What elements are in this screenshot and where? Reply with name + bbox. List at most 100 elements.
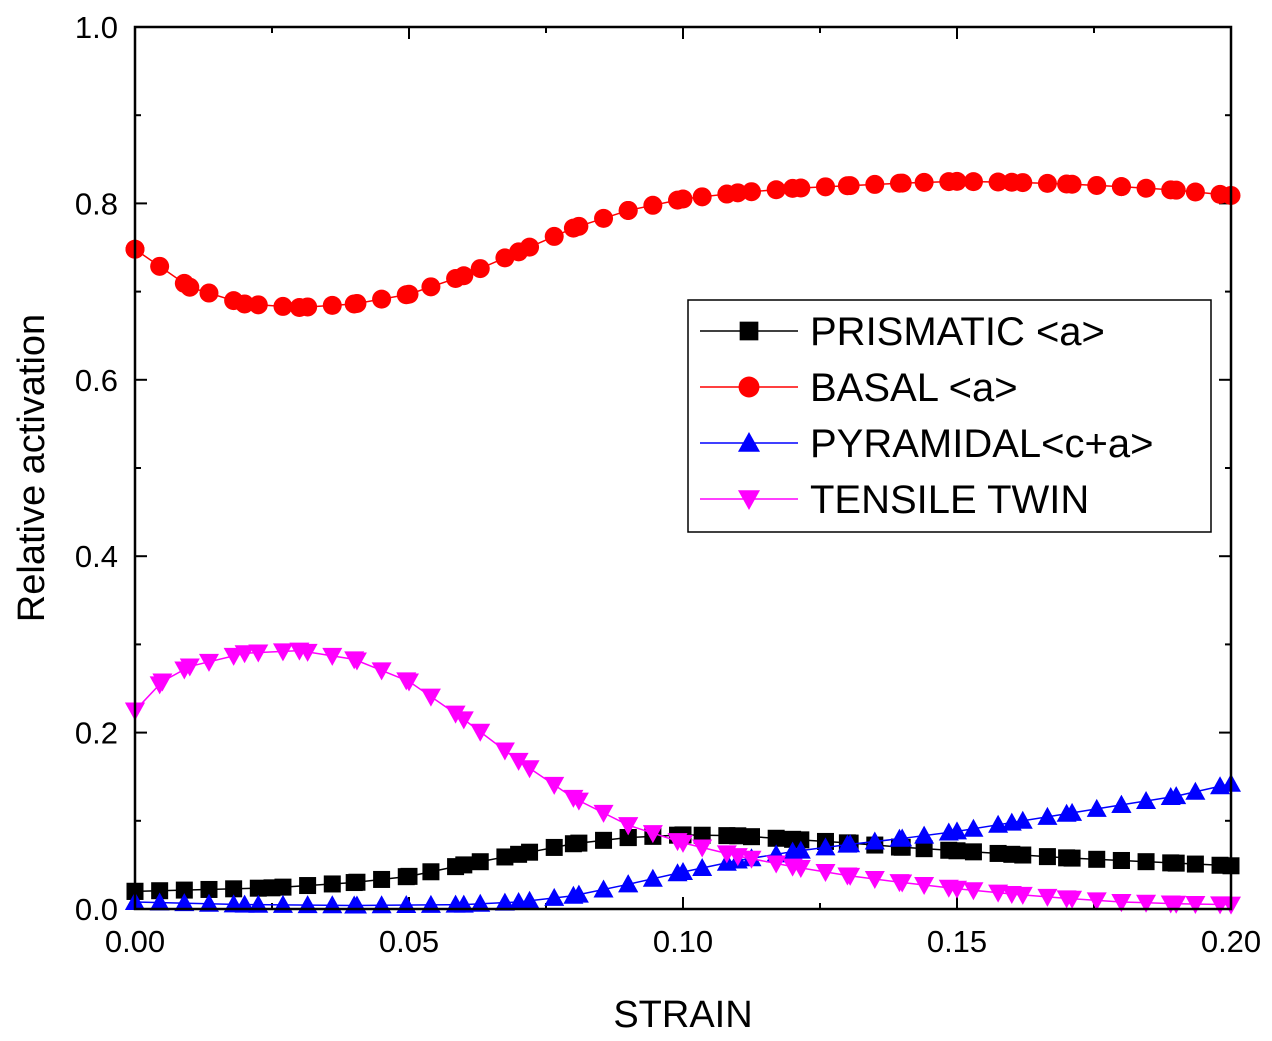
data-point <box>782 858 803 877</box>
legend-marker <box>738 376 760 398</box>
data-point <box>174 893 195 912</box>
data-point <box>198 893 219 912</box>
data-point <box>396 895 417 914</box>
data-point <box>1001 812 1022 831</box>
data-point <box>421 277 441 297</box>
data-point <box>837 176 857 196</box>
data-point <box>519 760 540 779</box>
data-point <box>151 882 169 900</box>
data-point <box>1056 803 1077 822</box>
series-layer <box>125 171 1241 915</box>
data-point <box>289 642 310 661</box>
data-point <box>1086 798 1107 817</box>
data-point <box>1002 172 1022 192</box>
data-point <box>400 867 418 885</box>
data-point <box>837 834 858 853</box>
data-point <box>1137 853 1155 871</box>
data-point <box>673 189 693 209</box>
data-point <box>618 874 639 893</box>
data-point <box>815 177 835 197</box>
series-square <box>126 826 1240 900</box>
data-point <box>149 892 170 911</box>
x-tick-label: 0.10 <box>653 924 713 959</box>
data-point <box>815 837 836 856</box>
legend-marker <box>739 321 759 341</box>
data-point <box>510 845 528 863</box>
series-circle <box>125 171 1241 317</box>
data-point <box>865 174 885 194</box>
data-point <box>729 827 747 845</box>
data-point <box>593 879 614 898</box>
y-tick-label: 0.8 <box>75 186 118 221</box>
data-point <box>643 195 663 215</box>
data-point <box>728 183 748 203</box>
data-point <box>864 831 885 850</box>
data-point <box>508 891 529 910</box>
data-point <box>837 867 858 886</box>
data-point <box>289 297 309 317</box>
data-point <box>1111 893 1132 912</box>
data-point <box>248 644 269 663</box>
y-tick-label: 0.0 <box>75 892 118 927</box>
data-point <box>455 856 473 874</box>
data-point <box>345 874 363 892</box>
data-point <box>563 789 584 808</box>
data-point <box>673 861 693 880</box>
data-point <box>453 711 474 730</box>
data-point <box>766 180 786 200</box>
data-point <box>1057 174 1077 194</box>
data-point <box>152 673 173 692</box>
data-point <box>470 259 490 279</box>
data-point <box>988 884 1009 903</box>
data-point <box>545 838 563 856</box>
legend-marker <box>738 490 760 510</box>
data-point <box>150 256 170 276</box>
data-point <box>892 828 913 847</box>
data-point <box>544 776 565 795</box>
legend: PRISMATIC <a> BASAL <a> PYRAMIDAL<c+a> TENS… <box>687 299 1212 533</box>
data-point <box>509 242 529 262</box>
data-point <box>1136 790 1157 809</box>
data-point <box>1001 886 1022 905</box>
data-point <box>595 831 613 849</box>
data-point <box>594 208 614 228</box>
data-point <box>248 295 268 315</box>
data-point <box>642 868 663 887</box>
data-point <box>373 870 391 888</box>
data-point <box>692 857 713 876</box>
data-point <box>1058 849 1076 867</box>
data-point <box>179 658 200 677</box>
data-point <box>322 895 343 914</box>
data-point <box>948 842 966 860</box>
data-point <box>544 887 565 906</box>
data-point <box>1003 845 1021 863</box>
data-point <box>963 172 983 192</box>
data-point <box>1111 177 1131 197</box>
data-point <box>494 742 515 761</box>
data-point <box>1112 851 1130 869</box>
y-tick-label: 1.0 <box>75 10 118 45</box>
data-point <box>198 653 219 672</box>
data-point <box>1166 895 1187 914</box>
data-point <box>1038 848 1056 866</box>
data-point <box>175 881 193 899</box>
data-point <box>1167 854 1185 872</box>
data-point <box>180 277 200 297</box>
data-point <box>742 182 761 202</box>
data-point <box>471 853 489 871</box>
data-point <box>544 226 564 246</box>
data-point <box>692 839 713 858</box>
data-point <box>692 187 712 207</box>
data-point <box>563 885 584 904</box>
data-point <box>200 880 218 898</box>
data-point <box>915 840 933 858</box>
data-point <box>1056 890 1077 909</box>
data-point <box>470 893 491 912</box>
data-point <box>989 844 1007 862</box>
data-point <box>619 829 637 847</box>
data-point <box>727 848 748 867</box>
data-point <box>420 688 441 707</box>
data-point <box>445 705 466 724</box>
x-tick-label: 0.15 <box>927 924 987 959</box>
